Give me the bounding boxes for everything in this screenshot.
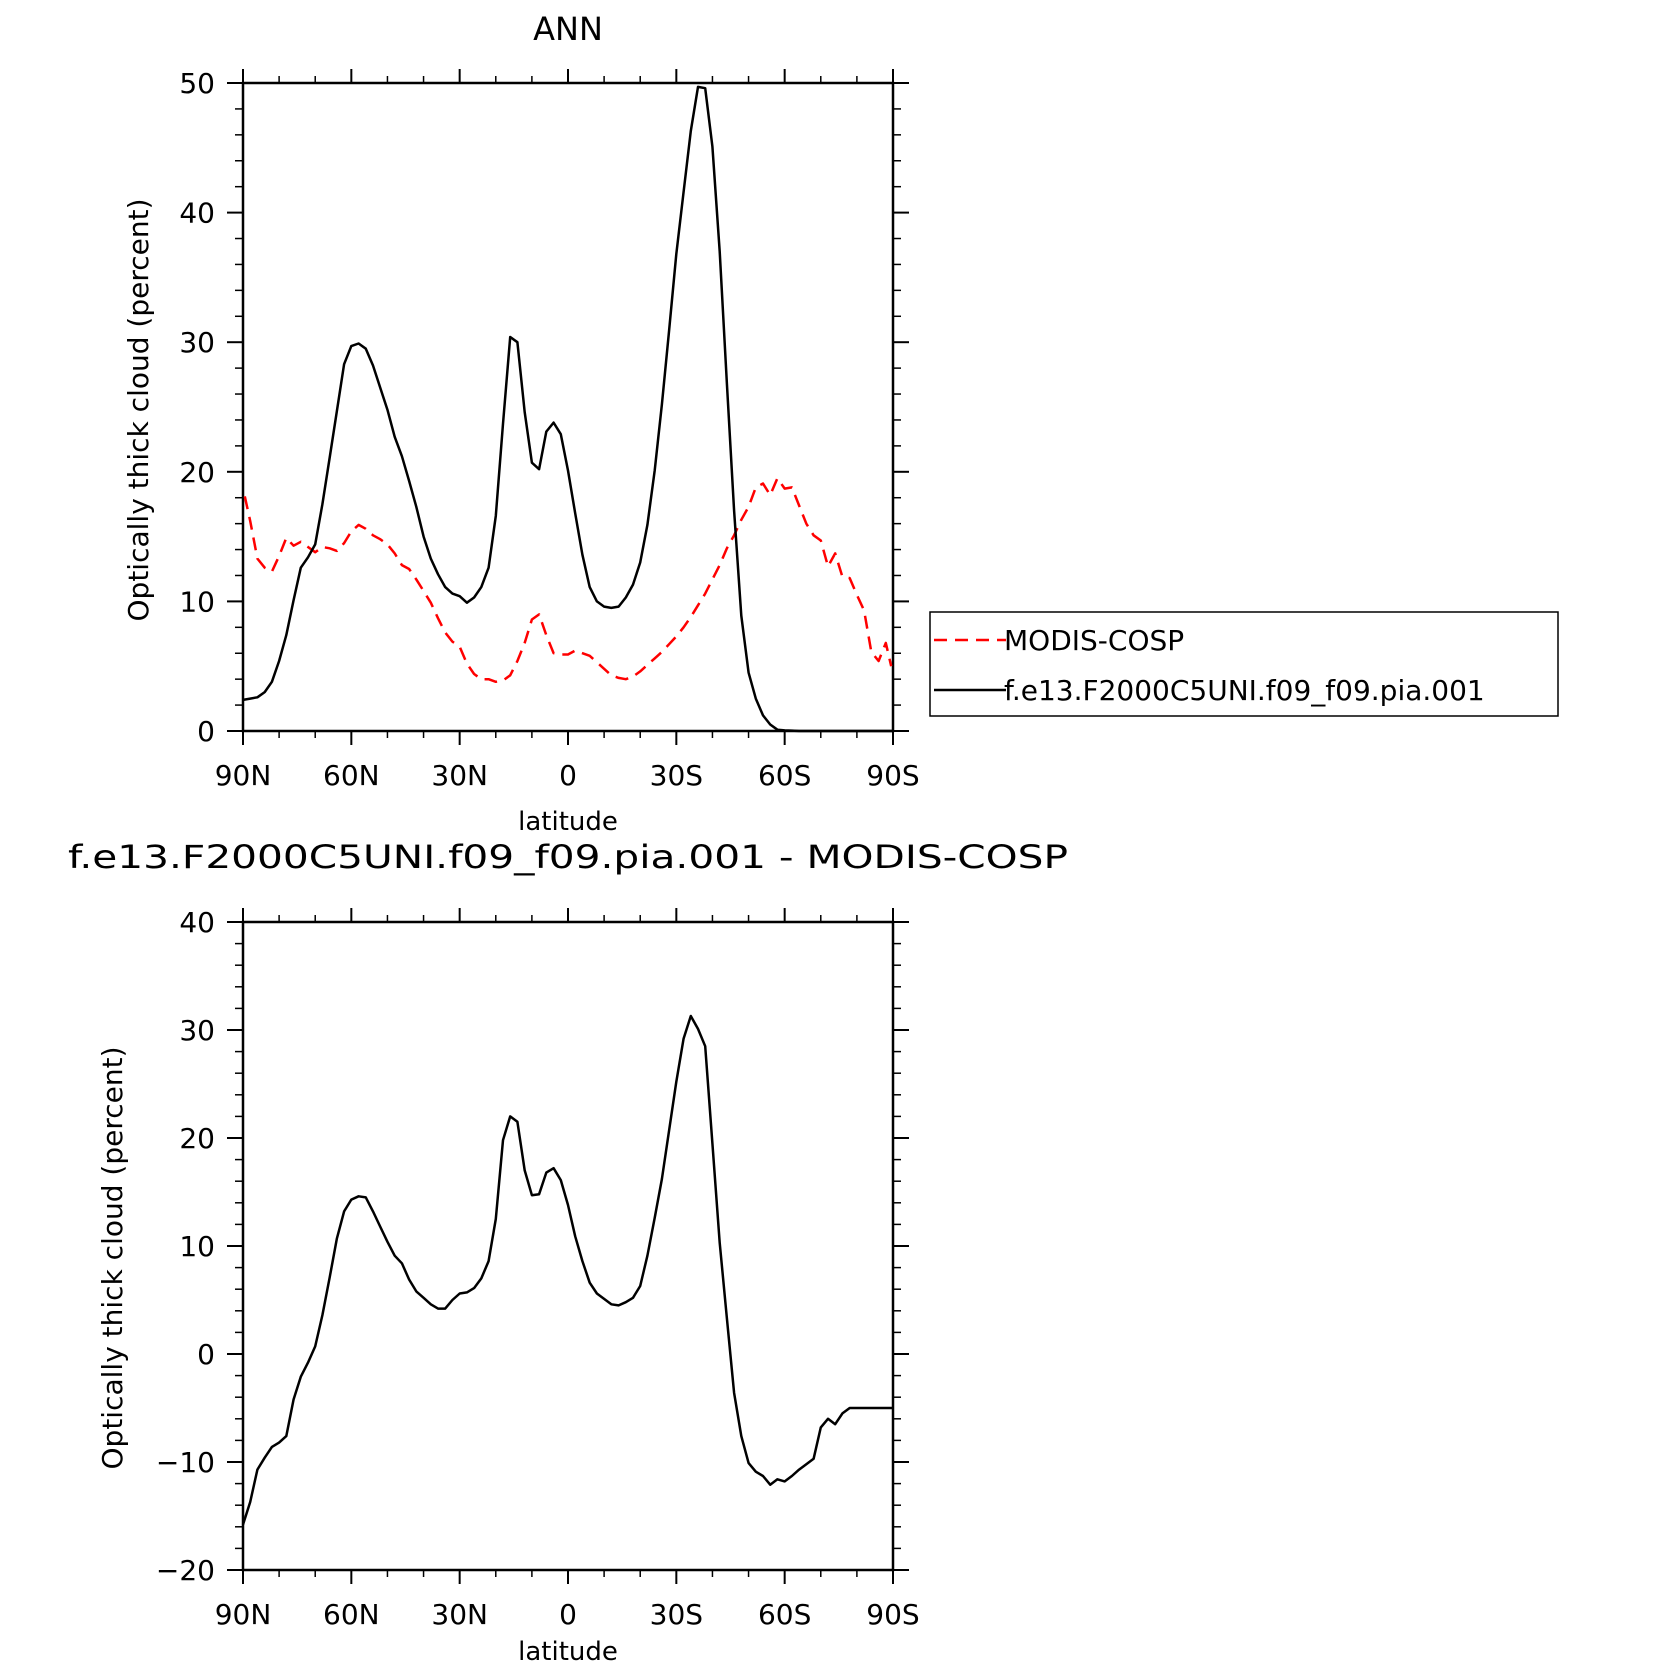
y-tick-label: 10	[179, 1230, 215, 1263]
x-tick-label: 90S	[866, 1598, 919, 1631]
y-tick-label: 10	[179, 585, 215, 618]
legend-entry-model: f.e13.F2000C5UNI.f09_f09.pia.001	[1004, 674, 1485, 707]
x-tick-label: 60N	[323, 759, 380, 792]
plot-area	[241, 81, 895, 733]
axes-group: 90N 60N 30N 0 30S 60S 90S 0 10 20 30 40 50	[179, 67, 919, 792]
x-tick-label: 90N	[215, 1598, 272, 1631]
x-tick-label: 90S	[866, 759, 919, 792]
x-tick-label: 60N	[323, 1598, 380, 1631]
y-tick-label: −10	[156, 1446, 215, 1479]
legend-entry-modis-cosp: MODIS-COSP	[1004, 624, 1184, 657]
y-tick-label: 0	[197, 715, 215, 748]
x-tick-label: 30N	[431, 1598, 488, 1631]
x-tick-label: 90N	[215, 759, 272, 792]
chart-annual-mean: ANN 90N 60N 30N 0 30S 60S 90S 0 10 20 30 40 50 latit…	[122, 10, 920, 837]
y-tick-label: 20	[179, 1122, 215, 1155]
chart-title: f.e13.F2000C5UNI.f09_f09.pia.001 - MODIS…	[68, 838, 1068, 876]
series-group	[242, 85, 893, 733]
x-tick-label: 60S	[758, 1598, 811, 1631]
x-tick-label: 60S	[758, 759, 811, 792]
y-axis-label: Optically thick cloud (percent)	[122, 199, 155, 622]
x-tick-label: 0	[559, 1598, 577, 1631]
x-tick-label: 30S	[650, 1598, 703, 1631]
chart-difference: f.e13.F2000C5UNI.f09_f09.pia.001 - MODIS…	[68, 838, 1068, 1667]
y-tick-label: 40	[179, 906, 215, 939]
legend-box	[929, 611, 1559, 717]
y-axis-label: Optically thick cloud (percent)	[96, 1047, 129, 1470]
axes-group: 90N 60N 30N 0 30S 60S 90S −20 −10 0 10 20 30 40	[156, 906, 920, 1631]
series-line-difference	[241, 1014, 893, 1525]
y-tick-label: 20	[179, 456, 215, 489]
y-tick-label: 40	[179, 197, 215, 230]
x-tick-label: 0	[559, 759, 577, 792]
y-tick-label: 30	[179, 1014, 215, 1047]
series-group	[241, 1014, 893, 1525]
x-axis-label: latitude	[518, 1637, 618, 1667]
legend: MODIS-COSP f.e13.F2000C5UNI.f09_f09.pia.…	[929, 611, 1559, 717]
y-tick-label: 30	[179, 326, 215, 359]
chart-title: ANN	[533, 10, 603, 48]
y-tick-label: 0	[197, 1338, 215, 1371]
x-axis-label: latitude	[518, 807, 618, 837]
x-tick-label: 30N	[431, 759, 488, 792]
y-tick-label: 50	[179, 67, 215, 100]
x-tick-label: 30S	[650, 759, 703, 792]
series-line-f-e13-f2000c5uni-f09-f09-pia-001	[242, 85, 893, 733]
plot-frame	[241, 81, 895, 733]
series-line-modis-cosp	[243, 477, 893, 684]
y-tick-label: −20	[156, 1554, 215, 1587]
